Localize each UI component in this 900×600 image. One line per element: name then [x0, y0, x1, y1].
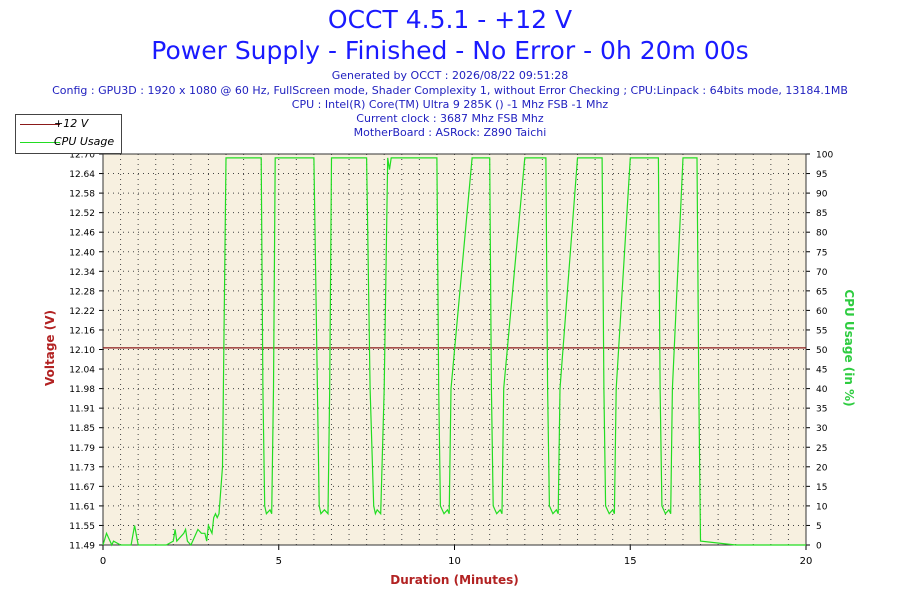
- legend: +12 V CPU Usage: [15, 114, 122, 154]
- y-axis-label-right: CPU Usage (in %): [842, 289, 856, 407]
- y-tick-label-right: 50: [816, 346, 828, 356]
- y-tick-label-right: 45: [816, 366, 827, 376]
- y-tick-label-right: 60: [816, 307, 828, 317]
- y-tick-label-right: 35: [816, 405, 827, 415]
- y-tick-label-right: 25: [816, 444, 827, 454]
- y-tick-label-left: 12.70: [69, 151, 95, 161]
- y-tick-label-left: 12.04: [69, 366, 95, 376]
- y-tick-label-right: 15: [816, 483, 827, 493]
- info-clock: Current clock : 3687 Mhz FSB Mhz: [356, 112, 544, 125]
- y-tick-label-left: 11.67: [69, 483, 95, 493]
- y-tick-label-right: 55: [816, 326, 827, 336]
- x-tick-label: 15: [624, 556, 637, 567]
- chart-title: OCCT 4.5.1 - +12 V: [327, 5, 573, 34]
- info-generated: Generated by OCCT : 2026/08/22 09:51:28: [331, 69, 569, 82]
- y-tick-label-right: 95: [816, 170, 827, 180]
- x-axis-label: Duration (Minutes): [390, 573, 519, 587]
- y-tick-label-left: 12.58: [69, 190, 95, 200]
- y-tick-label-right: 80: [816, 229, 828, 239]
- info-motherboard: MotherBoard : ASRock: Z890 Taichi: [353, 126, 547, 139]
- legend-swatch-cpu: [20, 142, 60, 143]
- y-tick-label-right: 10: [816, 502, 828, 512]
- legend-item-cpu: CPU Usage: [16, 135, 121, 149]
- y-tick-label-right: 75: [816, 248, 827, 258]
- legend-item-voltage: +12 V: [16, 117, 121, 131]
- x-tick-label: 10: [448, 556, 461, 567]
- x-tick-label: 20: [800, 556, 813, 567]
- legend-swatch-voltage: [20, 124, 60, 125]
- info-cpu: CPU : Intel(R) Core(TM) Ultra 9 285K () …: [291, 98, 609, 111]
- legend-label-cpu: CPU Usage: [54, 135, 115, 148]
- y-tick-label-left: 12.28: [69, 287, 95, 297]
- y-tick-label-right: 5: [816, 522, 822, 532]
- y-tick-label-right: 20: [816, 463, 828, 473]
- y-tick-label-left: 11.55: [69, 522, 95, 532]
- legend-label-voltage: +12 V: [54, 117, 89, 130]
- y-tick-label-left: 12.40: [69, 248, 95, 258]
- y-tick-label-right: 0: [816, 542, 822, 552]
- y-tick-label-left: 12.34: [69, 268, 95, 278]
- x-tick-label: 5: [276, 556, 282, 567]
- y-tick-label-left: 12.22: [69, 307, 95, 317]
- plot-frame: [102, 153, 807, 546]
- y-tick-label-left: 11.91: [69, 405, 95, 415]
- y-tick-label-right: 65: [816, 287, 827, 297]
- y-tick-label-left: 11.61: [69, 502, 95, 512]
- y-tick-label-left: 11.73: [69, 463, 95, 473]
- y-tick-label-left: 12.64: [69, 170, 95, 180]
- y-tick-label-right: 85: [816, 209, 827, 219]
- series-line-cpu: [102, 157, 806, 547]
- y-tick-label-left: 12.52: [69, 209, 95, 219]
- y-tick-label-right: 70: [816, 268, 828, 278]
- y-tick-label-left: 12.46: [69, 229, 95, 239]
- y-tick-label-left: 12.16: [69, 326, 95, 336]
- y-tick-label-left: 11.85: [69, 424, 95, 434]
- y-tick-label-right: 100: [816, 151, 833, 161]
- y-tick-label-left: 12.10: [69, 346, 95, 356]
- y-axis-label-left: Voltage (V): [43, 310, 57, 386]
- y-tick-label-left: 11.79: [69, 444, 95, 454]
- y-tick-label-right: 90: [816, 190, 828, 200]
- y-tick-label-left: 11.98: [69, 385, 95, 395]
- y-tick-label-right: 30: [816, 424, 828, 434]
- info-config: Config : GPU3D : 1920 x 1080 @ 60 Hz, Fu…: [52, 84, 848, 97]
- chart-subtitle: Power Supply - Finished - No Error - 0h …: [151, 36, 749, 65]
- y-tick-label-left: 11.49: [69, 542, 95, 552]
- x-tick-label: 0: [100, 556, 106, 567]
- y-tick-label-right: 40: [816, 385, 828, 395]
